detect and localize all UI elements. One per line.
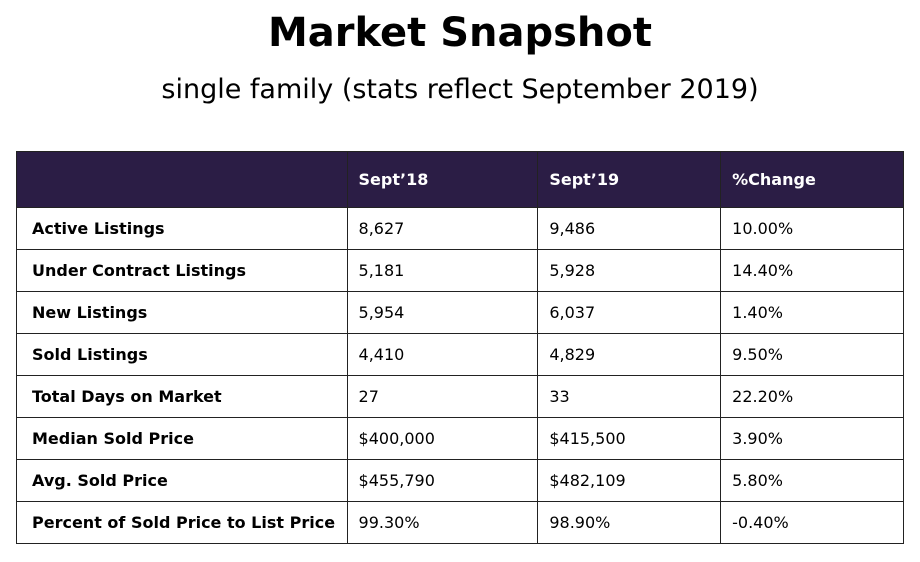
sept19-value: $415,500	[537, 417, 722, 460]
change-value: 5.80%	[720, 459, 904, 502]
row-label: Active Listings	[16, 207, 348, 250]
table-header-row: Sept’18 Sept’19 %Change	[16, 151, 904, 208]
sept19-value: 33	[537, 375, 722, 418]
change-value: 9.50%	[720, 333, 904, 376]
change-value: 1.40%	[720, 291, 904, 334]
change-value: 14.40%	[720, 249, 904, 292]
sept19-value: 98.90%	[537, 501, 722, 544]
header-cell-blank	[16, 151, 348, 208]
sept19-value: $482,109	[537, 459, 722, 502]
sept18-value: 8,627	[346, 207, 539, 250]
page-subtitle: single family (stats reflect September 2…	[161, 74, 759, 105]
row-label: Median Sold Price	[16, 417, 348, 460]
change-value: -0.40%	[720, 501, 904, 544]
sept18-value: 5,181	[346, 249, 539, 292]
table-row: Sold Listings 4,410 4,829 9.50%	[16, 333, 904, 376]
sept18-value: $400,000	[346, 417, 539, 460]
row-label: Sold Listings	[16, 333, 348, 376]
row-label: Total Days on Market	[16, 375, 348, 418]
header-cell-sept18: Sept’18	[346, 151, 539, 208]
row-label: Avg. Sold Price	[16, 459, 348, 502]
sept18-value: 99.30%	[346, 501, 539, 544]
sept18-value: 27	[346, 375, 539, 418]
table-row: Avg. Sold Price $455,790 $482,109 5.80%	[16, 459, 904, 502]
row-label: New Listings	[16, 291, 348, 334]
header-cell-change: %Change	[720, 151, 904, 208]
change-value: 3.90%	[720, 417, 904, 460]
sept18-value: $455,790	[346, 459, 539, 502]
sept19-value: 4,829	[537, 333, 722, 376]
table-row: New Listings 5,954 6,037 1.40%	[16, 291, 904, 334]
table-row: Under Contract Listings 5,181 5,928 14.40%	[16, 249, 904, 292]
change-value: 22.20%	[720, 375, 904, 418]
row-label: Percent of Sold Price to List Price	[16, 501, 348, 544]
sept19-value: 6,037	[537, 291, 722, 334]
sept19-value: 5,928	[537, 249, 722, 292]
row-label: Under Contract Listings	[16, 249, 348, 292]
table-row: Median Sold Price $400,000 $415,500 3.90%	[16, 417, 904, 460]
table-row: Percent of Sold Price to List Price 99.30…	[16, 501, 904, 544]
table-row: Active Listings 8,627 9,486 10.00%	[16, 207, 904, 250]
sept18-value: 4,410	[346, 333, 539, 376]
header-cell-sept19: Sept’19	[537, 151, 722, 208]
table-row: Total Days on Market 27 33 22.20%	[16, 375, 904, 418]
sept18-value: 5,954	[346, 291, 539, 334]
market-snapshot-table: Sept’18 Sept’19 %Change Active Listings 8…	[16, 151, 904, 544]
page-title: Market Snapshot	[267, 10, 653, 56]
change-value: 10.00%	[720, 207, 904, 250]
sept19-value: 9,486	[537, 207, 722, 250]
